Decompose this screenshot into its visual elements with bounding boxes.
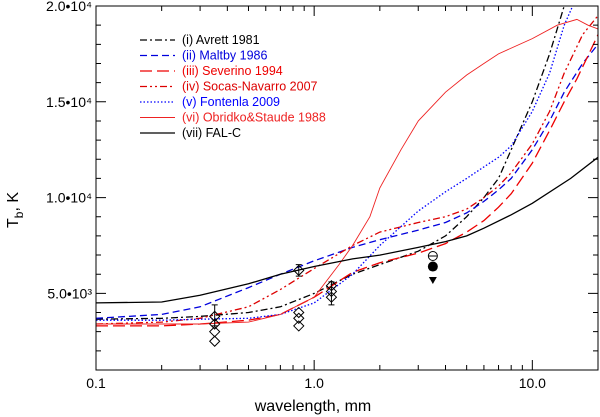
y-tick-label-2: 1.0•10⁴	[46, 190, 92, 206]
series-line-1	[96, 6, 566, 320]
legend-label-7: (vii) FAL-C	[182, 126, 241, 140]
legend-label-6: (vi) Obridko&Staude 1988	[182, 111, 326, 125]
obs-errorbar-3	[328, 281, 335, 306]
legend: (i) Avrett 1981 (ii) Maltby 1986(iii) Sev…	[140, 33, 326, 140]
obs-diamond-6	[293, 306, 305, 319]
series-line-3	[96, 34, 598, 327]
obs-diamond-7	[293, 312, 305, 324]
legend-label-1: (i) Avrett 1981	[182, 33, 260, 47]
legend-label-2: (ii) Maltby 1986	[182, 49, 267, 63]
obs-diamond-3	[208, 325, 221, 338]
x-tick-label-1: 0.1	[86, 375, 106, 391]
obs-triangle-down	[428, 276, 437, 284]
obs-filled-circle	[427, 261, 438, 272]
series-line-7	[96, 156, 598, 304]
obs-errorbar-2	[295, 264, 302, 277]
obs-diamond-2	[208, 318, 221, 330]
series-line-5	[96, 6, 574, 321]
series-line-6	[96, 18, 598, 325]
legend-label-4: (iv) Socas-Navarro 2007	[182, 80, 318, 94]
axis-ticks	[95, 5, 599, 371]
legend-label-3: (iii) Severino 1994	[182, 64, 283, 78]
y-tick-label-4: 2.0•10⁴	[46, 0, 92, 14]
legend-label-5: (v) Fontenla 2009	[182, 95, 280, 109]
obs-errorbar-1	[211, 304, 218, 327]
plot-marks	[96, 6, 598, 347]
plot-frame	[95, 5, 599, 371]
x-tick-label-2: 1.0	[304, 375, 324, 391]
y-tick-label-3: 1.5•10⁴	[46, 94, 92, 110]
x-axis-title: wavelength, mm	[254, 398, 372, 415]
y-tick-label-1: 5.0•10³	[47, 285, 92, 301]
obs-diamond-8	[293, 320, 305, 332]
tick-marks	[95, 5, 599, 371]
obs-diamond-4	[208, 335, 221, 347]
series-line-4	[96, 15, 598, 325]
series-line-2	[96, 43, 598, 319]
x-tick-label-3: 10.0	[519, 375, 546, 391]
tick-labels: 0.1 1.0 10.0 5.0•10³ 1.0•10⁴ 1.5•10⁴ 2.0•10⁴	[46, 0, 546, 391]
y-axis-title: Tb, K	[5, 192, 26, 228]
